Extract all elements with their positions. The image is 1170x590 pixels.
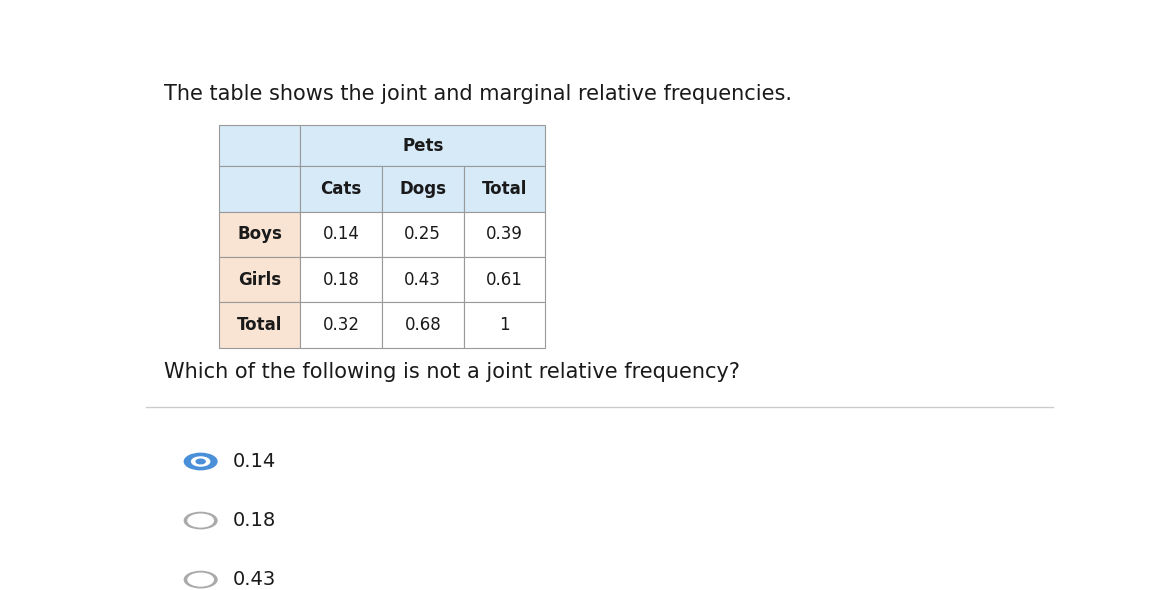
Text: 0.25: 0.25	[405, 225, 441, 243]
Text: 0.43: 0.43	[233, 570, 276, 589]
Bar	[219, 257, 301, 303]
Bar	[381, 166, 463, 212]
Bar	[301, 125, 545, 166]
Text: The table shows the joint and marginal relative frequencies.: The table shows the joint and marginal r…	[164, 84, 792, 104]
Text: 0.18: 0.18	[233, 511, 276, 530]
Text: Total: Total	[482, 180, 528, 198]
Circle shape	[197, 459, 205, 464]
Text: 0.14: 0.14	[233, 452, 276, 471]
Bar	[381, 303, 463, 348]
Text: Total: Total	[236, 316, 282, 334]
Bar	[463, 257, 545, 303]
Text: Cats: Cats	[321, 180, 362, 198]
Text: 0.18: 0.18	[323, 271, 359, 289]
Text: Girls: Girls	[238, 271, 281, 289]
Circle shape	[185, 512, 216, 529]
Text: Boys: Boys	[238, 225, 282, 243]
Text: 0.39: 0.39	[486, 225, 523, 243]
Text: 0.43: 0.43	[405, 271, 441, 289]
Text: Dogs: Dogs	[399, 180, 446, 198]
Bar	[301, 257, 381, 303]
Bar	[219, 166, 301, 212]
Circle shape	[188, 573, 213, 586]
Bar	[463, 303, 545, 348]
Text: 0.14: 0.14	[323, 225, 359, 243]
Bar	[381, 212, 463, 257]
Text: Which of the following is not a joint relative frequency?: Which of the following is not a joint re…	[164, 362, 741, 382]
Bar	[219, 303, 301, 348]
Bar	[463, 212, 545, 257]
Text: 0.68: 0.68	[405, 316, 441, 334]
Circle shape	[192, 457, 209, 466]
Bar	[301, 212, 381, 257]
Bar	[301, 166, 381, 212]
Circle shape	[185, 453, 216, 470]
Text: 1: 1	[500, 316, 510, 334]
Bar	[463, 166, 545, 212]
Text: 0.61: 0.61	[486, 271, 523, 289]
Text: 0.32: 0.32	[323, 316, 359, 334]
Bar	[301, 303, 381, 348]
Bar	[219, 212, 301, 257]
Circle shape	[185, 572, 216, 588]
Bar	[381, 257, 463, 303]
Text: Pets: Pets	[402, 137, 443, 155]
Bar	[219, 125, 301, 166]
Circle shape	[188, 514, 213, 527]
